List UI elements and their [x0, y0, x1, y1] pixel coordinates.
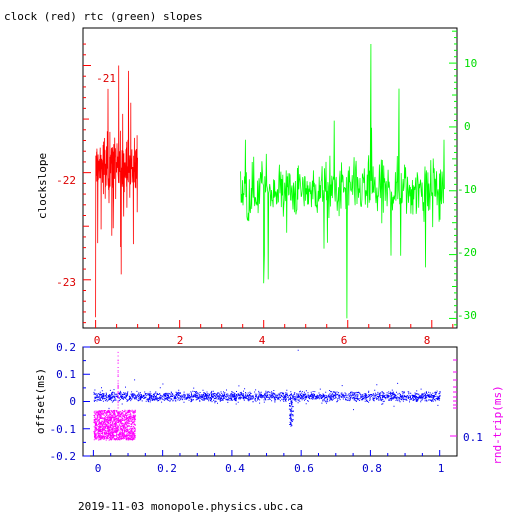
bottom-panel: 0.2 0.1 0 -0.1 -0.2 0 0.2 0.4 0.6 0.8 1 …: [34, 341, 504, 475]
top-x-tick-label: 0: [94, 334, 101, 347]
top-y2-tick-label: -30: [457, 309, 477, 322]
top-x-tick-label: 2: [177, 334, 184, 347]
bottom-x-tick-label: 0: [95, 462, 102, 475]
footer-text: 2019-11-03 monopole.physics.ubc.ca: [78, 500, 303, 512]
chart-title: clock (red) rtc (green) slopes: [4, 10, 203, 23]
bottom-y-tick-label: 0.1: [56, 368, 76, 381]
top-y2-tick-label: -10: [457, 183, 477, 196]
top-y2-tick-label: 0: [464, 120, 471, 133]
rndtrip-series-points: [93, 351, 136, 441]
clock-series-line: [95, 65, 138, 318]
top-y-tick-label: -22: [56, 174, 76, 187]
bottom-x-tick-label: 1: [438, 462, 445, 475]
bottom-y2label: rnd-trip(ms): [491, 385, 504, 464]
top-data: [95, 43, 445, 319]
top-x-tick-label: 6: [341, 334, 348, 347]
bottom-ylabel: offset(ms): [34, 368, 47, 434]
bottom-y-tick-label: 0.2: [56, 341, 76, 354]
bottom-y-tick-label: -0.2: [50, 450, 77, 463]
top-panel: clockslope -21 -22 -23 10 0 -10 -20 -30 …: [36, 27, 477, 347]
bottom-y-tick-label: 0: [69, 395, 76, 408]
bottom-x-tick-label: 0.8: [362, 462, 382, 475]
top-y-tick-label: -21: [96, 72, 116, 85]
bottom-x-tick-label: 0.4: [225, 462, 245, 475]
rtc-series-line: [240, 43, 445, 319]
bottom-x-tick-label: 0.2: [157, 462, 177, 475]
top-ylabel: clockslope: [36, 153, 49, 219]
top-ticks: [83, 30, 457, 328]
top-y2-tick-label: 10: [464, 57, 477, 70]
top-y2-tick-label: -20: [457, 246, 477, 259]
bottom-y2-tick-label: 0.1: [463, 431, 483, 444]
bottom-ticks: [83, 346, 457, 457]
top-x-tick-label: 8: [424, 334, 431, 347]
top-x-tick-label: 4: [259, 334, 266, 347]
bottom-x-tick-label: 0.6: [294, 462, 314, 475]
bottom-data: [93, 349, 441, 441]
bottom-y-tick-label: -0.1: [50, 423, 77, 436]
top-y-tick-label: -23: [56, 276, 76, 289]
